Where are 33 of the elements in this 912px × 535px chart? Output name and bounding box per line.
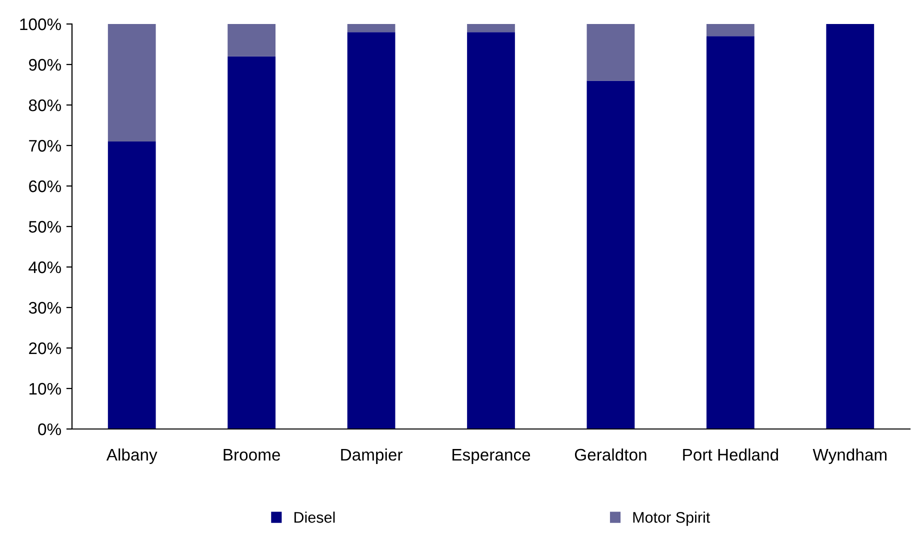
y-tick-label: 0% bbox=[38, 423, 61, 436]
bar bbox=[467, 24, 515, 32]
y-tick-label: 40% bbox=[28, 261, 61, 274]
bar bbox=[108, 24, 156, 142]
y-tick-label: 50% bbox=[28, 220, 61, 233]
bar bbox=[108, 141, 156, 429]
x-tick-label: Port Hedland bbox=[683, 448, 778, 461]
bar bbox=[706, 24, 754, 36]
bar bbox=[228, 56, 276, 429]
x-tick-label: Geraldton bbox=[574, 448, 646, 461]
x-tick-label: Dampier bbox=[341, 448, 402, 464]
bar bbox=[228, 24, 276, 56]
y-tick-label: 60% bbox=[29, 180, 61, 192]
legend-label: Diesel bbox=[294, 512, 335, 523]
bar bbox=[586, 24, 635, 81]
bar bbox=[467, 32, 515, 429]
y-tick-label: 90% bbox=[29, 58, 61, 71]
x-tick-label: Albany bbox=[106, 448, 158, 464]
bar bbox=[347, 24, 396, 32]
y-tick-label: 20% bbox=[29, 342, 61, 354]
x-tick-label: Esperance bbox=[452, 449, 530, 464]
x-tick-label: Wyndham bbox=[812, 448, 886, 464]
bar bbox=[347, 32, 396, 429]
y-tick-label: 10% bbox=[29, 382, 61, 395]
x-tick-label: Broome bbox=[224, 449, 280, 461]
bar bbox=[706, 36, 754, 429]
bar bbox=[586, 80, 635, 429]
legend-label: Motor Spirit bbox=[633, 512, 710, 526]
y-tick-label: 100% bbox=[20, 18, 61, 30]
y-tick-label: 70% bbox=[29, 140, 61, 152]
y-tick-label: 30% bbox=[28, 302, 61, 314]
bar bbox=[826, 24, 874, 429]
y-tick-label: 80% bbox=[28, 99, 61, 112]
